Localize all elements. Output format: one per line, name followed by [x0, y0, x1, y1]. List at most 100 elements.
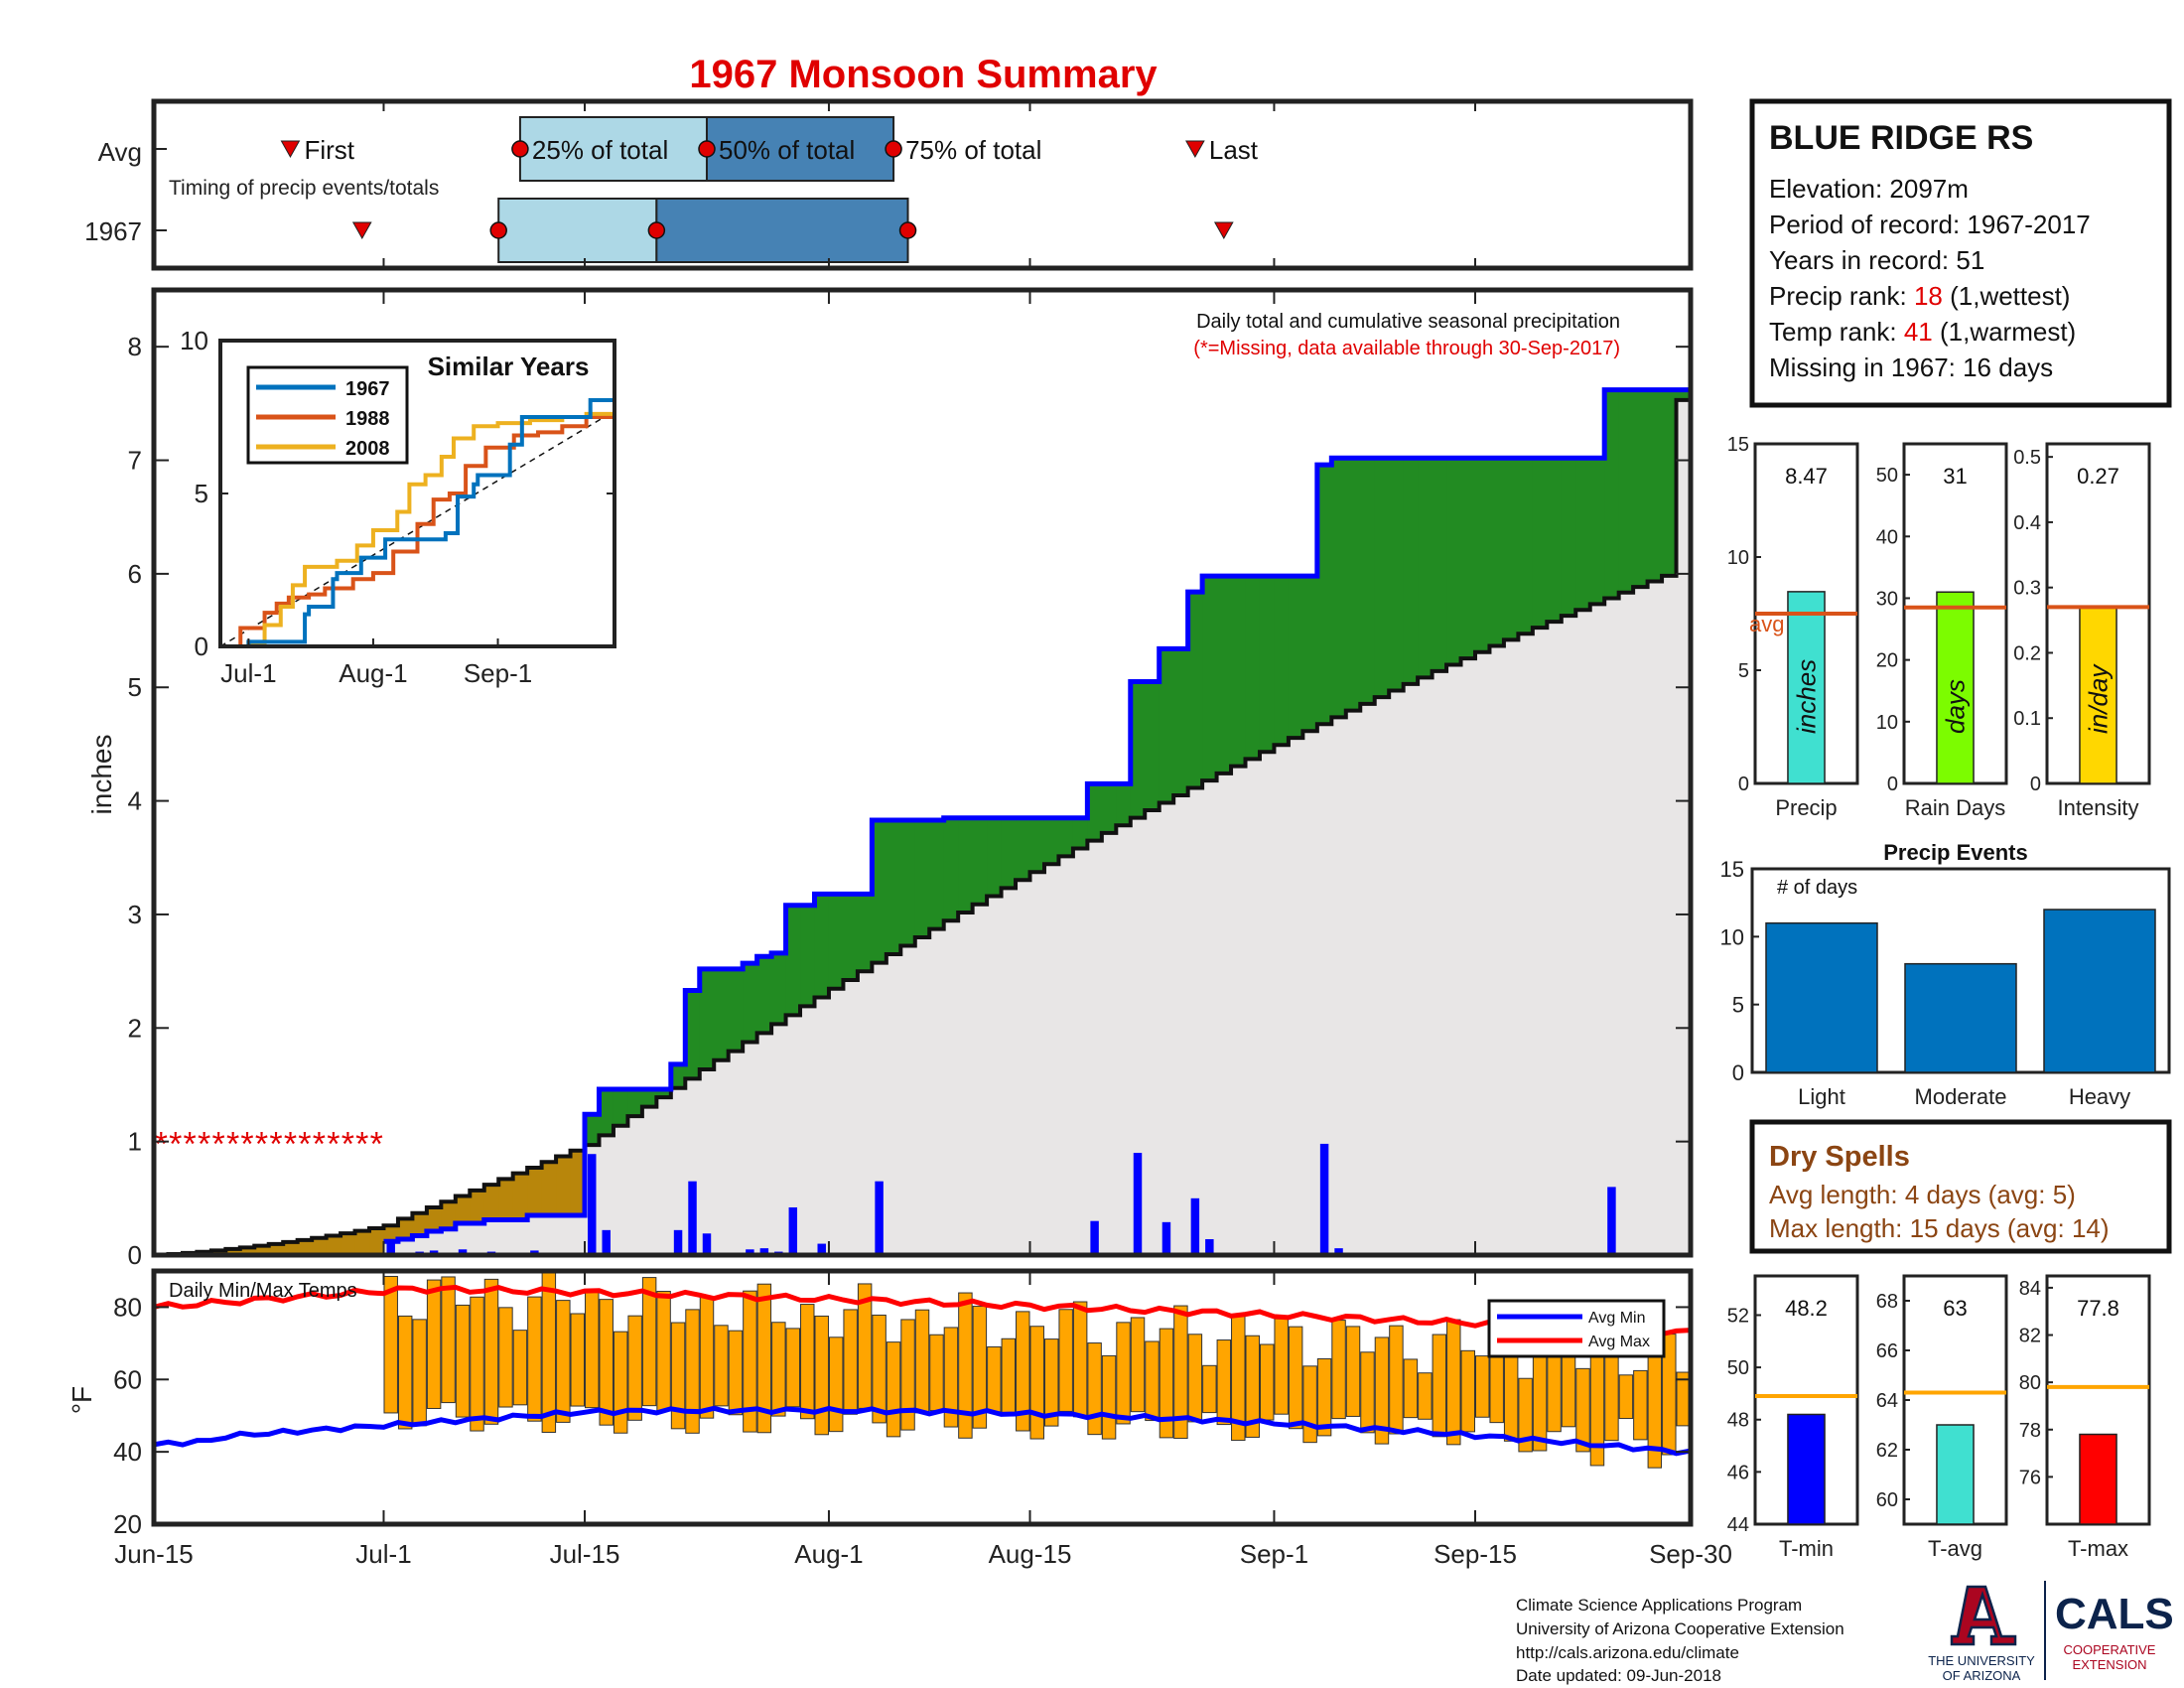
cumulative-diff-day-101: [1604, 389, 1620, 599]
temp-ytick-label-1-1: 62: [1876, 1440, 1898, 1462]
temp-ytick-label-0-4: 52: [1727, 1305, 1749, 1327]
main-ytick-label-3: 3: [128, 900, 142, 929]
summary-ytick-label-1-0: 0: [1887, 774, 1898, 795]
temp-bar-day-92: [1474, 1355, 1490, 1418]
temp-bar-day-46: [814, 1315, 829, 1436]
temp-bar-day-82: [1331, 1320, 1346, 1420]
temp-ylabel: °F: [67, 1386, 97, 1414]
timing-q75-label: 75% of total: [905, 135, 1041, 165]
cumulative-diff-day-93: [1489, 458, 1505, 646]
cals-logo: CALS: [2055, 1590, 2174, 1638]
dry-spells-frame: [1749, 1119, 2172, 1254]
cumulative-diff-day-32: [613, 1089, 629, 1126]
cumulative-diff-day-85: [1374, 458, 1390, 698]
summary-ytick-label-2-2: 0.2: [2013, 642, 2041, 664]
cumulative-diff-day-88: [1418, 458, 1433, 678]
temp-ytick-label-2-0: 76: [2019, 1467, 2041, 1488]
cumulative-diff-day-36: [670, 1063, 686, 1088]
missing-marker-1: *: [169, 1126, 182, 1164]
cumulative-diff-day-65: [1087, 783, 1103, 841]
temp-bar-day-21: [455, 1304, 471, 1418]
dry-spells-max: Max length: 15 days (avg: 14): [1769, 1213, 2110, 1243]
cumulative-diff-day-80: [1302, 576, 1318, 732]
cumulative-diff-day-87: [1403, 458, 1419, 684]
cumulative-diff-day-11: [312, 1237, 328, 1255]
inset-title: Similar Years: [428, 352, 590, 381]
temp-bar-day-51: [886, 1341, 901, 1438]
main-ylabel: inches: [86, 735, 117, 815]
temp-bar-day-54: [929, 1334, 944, 1412]
cumulative-diff-day-97: [1547, 458, 1563, 623]
temp-label: Daily Min/Max Temps: [169, 1280, 357, 1302]
event-label-2: Heavy: [2069, 1084, 2130, 1109]
daily-precip-bar-38: [702, 1233, 712, 1255]
cumulative-diff-day-35: [656, 1089, 672, 1098]
cumulative-diff-day-46: [814, 894, 830, 998]
event-bar-light: [1765, 921, 1878, 1073]
ua-logo-line-2: OF ARIZONA: [1943, 1668, 2021, 1683]
inset-ytick-label-0: 0: [195, 632, 208, 661]
temp-bar-day-44: [785, 1328, 801, 1408]
temp-bar-day-63: [1058, 1309, 1073, 1412]
station-info-box: BLUE RIDGE RS Elevation: 2097m Period of…: [1749, 98, 2172, 408]
similar-years-inset: 0 5 10 Jul-1 Aug-1 Sep-1 Similar Years 1967 1…: [180, 326, 616, 688]
cumulative-diff-day-100: [1589, 458, 1605, 605]
cumulative-diff-day-7: [254, 1245, 270, 1255]
university-of-arizona-logo: THE UNIVERSITY OF ARIZONA: [1928, 1585, 2035, 1683]
precip-events-marks: Light Moderate Heavy 0 5 10 15: [1720, 857, 2156, 1109]
cumulative-diff-day-86: [1389, 458, 1405, 691]
station-frame: [1749, 98, 2172, 408]
inset-xtick-label-1: Aug-1: [339, 658, 407, 688]
event-bar-heavy: [2043, 909, 2156, 1073]
cumulative-diff-day-10: [297, 1239, 313, 1255]
daily-precip-bar-44: [788, 1206, 798, 1255]
cumulative-diff-day-96: [1532, 458, 1548, 629]
summary-label-1: Rain Days: [1905, 795, 2005, 820]
cumulative-diff-day-39: [714, 968, 730, 1060]
temp-ytick-label-0-2: 48: [1727, 1410, 1749, 1432]
cumulative-diff-day-91: [1460, 458, 1476, 659]
xtick-label-5: Sep-1: [1240, 1539, 1308, 1569]
temp-label-0: T-min: [1779, 1536, 1834, 1561]
dry-spells-avg: Avg length: 4 days (avg: 5): [1769, 1180, 2076, 1209]
cumulative-diff-day-27: [541, 1162, 557, 1215]
temp-bar-day-103: [1633, 1369, 1648, 1441]
year-q25-marker: [489, 221, 507, 239]
temp-bar-day-45: [800, 1304, 815, 1420]
year-last-triangle: [1213, 221, 1234, 240]
temp-ytick-label-0: 20: [113, 1509, 142, 1539]
temp-ytick-label-3: 80: [113, 1292, 142, 1322]
cumulative-diff-day-82: [1331, 458, 1347, 718]
event-ytick-label-2: 10: [1720, 924, 1744, 949]
cumulative-diff-day-57: [972, 817, 988, 905]
cumulative-diff-day-24: [498, 1179, 514, 1220]
cumulative-diff-day-66: [1101, 783, 1117, 833]
temp-bar-day-41: [743, 1290, 757, 1433]
temp-bar-day-68: [1130, 1317, 1146, 1413]
temp-bar-day-56: [958, 1292, 973, 1439]
summary-label-2: Intensity: [2058, 795, 2139, 820]
footer-line-2: University of Arizona Cooperative Extens…: [1516, 1619, 1844, 1638]
main-ytick-label-8: 8: [128, 332, 142, 361]
cumulative-diff-day-42: [756, 956, 772, 1034]
temp-bar-day-72: [1187, 1334, 1203, 1423]
cumulative-diff-day-95: [1518, 458, 1534, 634]
timing-note: Timing of precip events/totals: [169, 177, 439, 200]
temp-ytick-label-2-3: 82: [2019, 1326, 2041, 1347]
cumulative-diff-day-58: [987, 817, 1003, 897]
inset-xtick-label-0: Jul-1: [220, 658, 276, 688]
summary-ytick-label-2-5: 0.5: [2013, 447, 2041, 469]
cumulative-diff-day-90: [1446, 458, 1462, 665]
missing-marker-5: *: [226, 1126, 239, 1164]
temp-bar-day-18: [412, 1319, 427, 1427]
temp-bar-day-81: [1316, 1357, 1332, 1437]
missing-marker-10: *: [298, 1126, 311, 1164]
dry-spells-title: Dry Spells: [1769, 1141, 1910, 1173]
cumulative-diff-day-30: [585, 1114, 601, 1146]
cumulative-diff-day-48: [843, 894, 859, 980]
cumulative-diff-day-67: [1116, 783, 1132, 826]
temp-bar-day-85: [1374, 1336, 1390, 1445]
timing-q25-label: 25% of total: [532, 135, 668, 165]
temp-value-0: 48.2: [1785, 1296, 1828, 1321]
